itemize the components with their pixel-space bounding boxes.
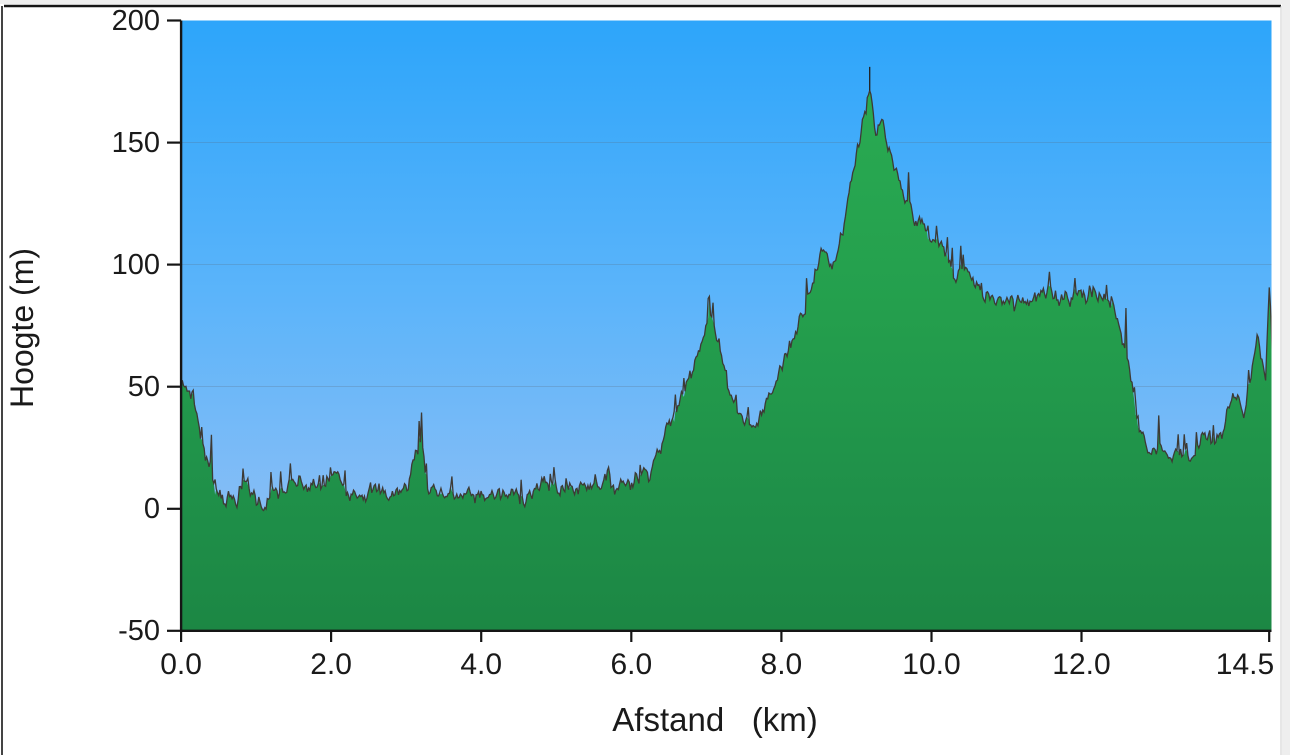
svg-text:200: 200 bbox=[112, 5, 160, 37]
svg-text:2.0: 2.0 bbox=[310, 648, 352, 681]
svg-text:150: 150 bbox=[112, 127, 160, 159]
svg-text:Afstand (km): Afstand (km) bbox=[612, 701, 817, 738]
svg-text:Hoogte (m): Hoogte (m) bbox=[4, 248, 40, 408]
svg-text:4.0: 4.0 bbox=[460, 648, 502, 681]
svg-text:8.0: 8.0 bbox=[761, 648, 803, 681]
svg-text:6.0: 6.0 bbox=[610, 648, 652, 681]
svg-text:10.0: 10.0 bbox=[902, 648, 960, 681]
svg-text:100: 100 bbox=[112, 249, 160, 281]
svg-text:12.0: 12.0 bbox=[1052, 648, 1110, 681]
svg-text:-50: -50 bbox=[118, 615, 160, 647]
svg-text:14.5: 14.5 bbox=[1216, 648, 1274, 681]
svg-text:0.0: 0.0 bbox=[160, 648, 202, 681]
svg-text:50: 50 bbox=[128, 371, 160, 403]
svg-text:0: 0 bbox=[144, 493, 160, 525]
